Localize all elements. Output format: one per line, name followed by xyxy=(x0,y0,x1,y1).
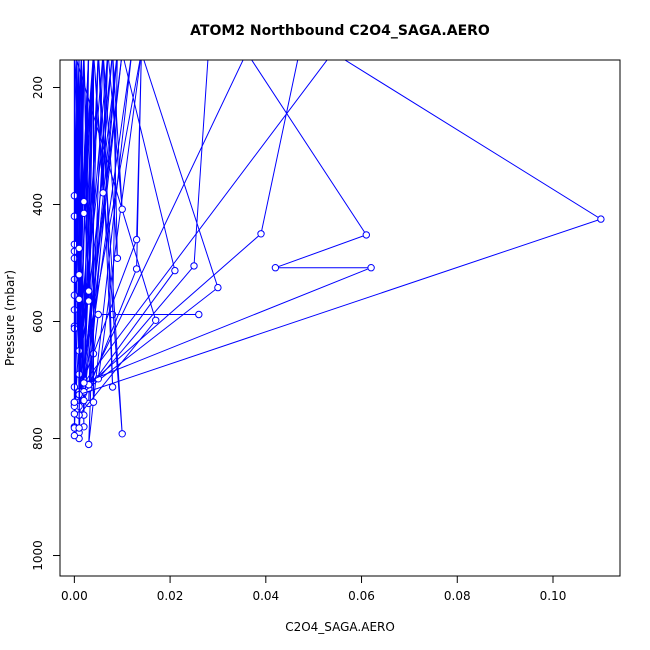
x-tick-label: 0.10 xyxy=(540,589,567,603)
data-point xyxy=(113,254,122,262)
plot-area xyxy=(70,60,605,449)
data-point xyxy=(94,310,103,319)
data-point xyxy=(132,265,141,273)
series-line-6 xyxy=(73,60,123,434)
data-point xyxy=(80,379,88,387)
data-point xyxy=(80,396,88,405)
x-tick-label: 0.04 xyxy=(252,589,279,603)
y-tick-label: 1000 xyxy=(31,540,45,571)
x-tick-label: 0.02 xyxy=(157,589,184,603)
data-point xyxy=(75,271,83,279)
data-point xyxy=(80,209,88,218)
x-axis: 0.00 0.02 0.04 0.06 0.08 0.10 xyxy=(61,575,567,603)
plot-frame xyxy=(59,59,621,577)
data-point xyxy=(108,383,117,391)
y-tick-label: 400 xyxy=(31,193,45,216)
data-point xyxy=(70,410,79,418)
data-point xyxy=(70,431,79,440)
data-point xyxy=(118,205,126,213)
data-point xyxy=(367,264,375,272)
data-point xyxy=(99,189,107,197)
data-point xyxy=(85,287,93,295)
data-point xyxy=(362,231,370,239)
x-tick-label: 0.00 xyxy=(61,589,88,603)
data-point xyxy=(75,424,83,432)
data-point xyxy=(195,310,203,319)
y-tick-label: 200 xyxy=(31,76,45,99)
data-point xyxy=(214,283,222,292)
y-axis-label: Pressure (mbar) xyxy=(3,270,17,366)
series-line-4 xyxy=(78,60,603,396)
y-tick-label: 800 xyxy=(31,427,45,450)
y-tick-label: 600 xyxy=(31,310,45,333)
data-point xyxy=(597,215,605,223)
data-point xyxy=(85,440,93,449)
data-point xyxy=(271,264,280,272)
data-point xyxy=(118,430,126,438)
data-point xyxy=(80,197,88,206)
data-point xyxy=(70,398,79,406)
x-axis-label: C2O4_SAGA.AERO xyxy=(285,620,395,634)
data-point xyxy=(257,230,265,238)
data-point xyxy=(152,316,160,324)
data-point xyxy=(190,262,198,270)
x-tick-label: 0.06 xyxy=(348,589,375,603)
data-point xyxy=(171,266,179,275)
data-point xyxy=(89,398,98,406)
data-point xyxy=(132,235,141,244)
y-axis: 200 400 600 800 1000 xyxy=(31,76,61,571)
x-tick-label: 0.08 xyxy=(444,589,471,603)
data-point xyxy=(75,295,83,303)
data-point xyxy=(85,297,93,305)
data-point xyxy=(75,244,83,253)
chart-title: ATOM2 Northbound C2O4_SAGA.AERO xyxy=(190,23,490,39)
